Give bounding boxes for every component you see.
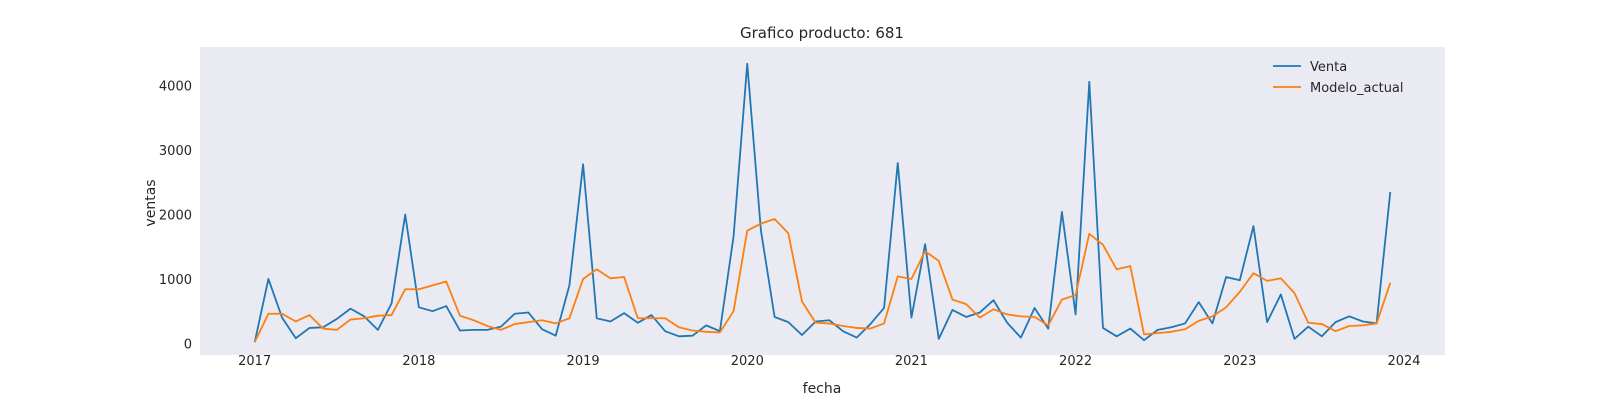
- series-line-venta: [253, 62, 1392, 343]
- y-tick-label: 4000: [159, 80, 192, 95]
- legend-label: Venta: [1310, 60, 1347, 75]
- y-tick-label: 1000: [159, 273, 192, 288]
- x-tick-label: 2017: [238, 354, 271, 369]
- legend-label: Modelo_actual: [1310, 81, 1404, 96]
- x-tick-label: 2022: [1059, 354, 1092, 369]
- x-tick-label: 2020: [731, 354, 764, 369]
- legend: Venta Modelo_actual: [1273, 60, 1404, 96]
- y-tick-label: 0: [184, 337, 192, 352]
- x-tick-label: 2018: [402, 354, 435, 369]
- chart-marks: [253, 62, 1392, 343]
- x-axis-label: fecha: [803, 381, 842, 397]
- y-tick-label: 3000: [159, 144, 192, 159]
- y-axis-label: ventas: [143, 179, 159, 226]
- series-line-modelo-actual: [253, 218, 1392, 343]
- x-tick-label: 2024: [1387, 354, 1420, 369]
- x-tick-label: 2023: [1223, 354, 1256, 369]
- x-axis-ticks: 2017 2018 2019 2020 2021 2022 2023 2024: [238, 354, 1420, 369]
- x-tick-label: 2021: [895, 354, 928, 369]
- plot-background: [200, 47, 1445, 355]
- y-axis-ticks: 0 1000 2000 3000 4000: [159, 80, 192, 353]
- y-tick-label: 2000: [159, 209, 192, 224]
- chart-title: Grafico producto: 681: [740, 24, 904, 42]
- x-tick-label: 2019: [567, 354, 600, 369]
